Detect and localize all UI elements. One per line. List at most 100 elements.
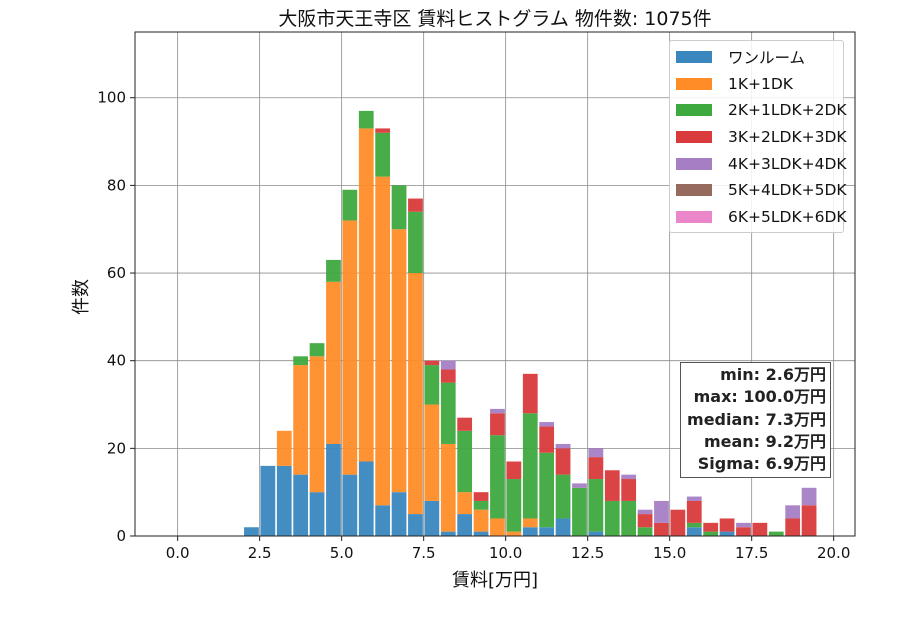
stat-max: max: 100.0万円 [693,387,826,407]
bar-segment-series-2 [358,110,374,129]
y-tick-label: 80 [107,176,126,194]
legend-label: ワンルーム [728,49,806,68]
bar-segment-series-4 [555,443,571,449]
bar-segment-series-1 [440,443,456,532]
bar-segment-series-2 [424,365,440,405]
bar-segment-series-4 [637,509,653,515]
legend-label: 6K+5LDK+6DK [728,207,847,226]
bar-segment-series-1 [506,531,522,536]
x-tick-label: 5.0 [330,544,354,562]
legend-item: 6K+5LDK+6DK [670,204,847,231]
bar-segment-series-1 [522,518,538,528]
bar-segment-series-2 [473,500,489,510]
plot-frame [134,31,856,537]
bar-segment-series-0 [391,492,407,536]
bar-segment-series-1 [490,518,505,536]
x-tick-label: 15.0 [653,544,686,562]
legend-label: 4K+3LDK+4DK [728,154,847,173]
bar-segment-series-4 [539,422,555,427]
bar-segment-series-4 [686,496,702,501]
x-tick-label: 12.5 [571,544,604,562]
bar-segment-series-0 [326,443,341,536]
bar-segment-series-3 [752,522,768,536]
bar-segment-series-1 [358,128,374,462]
bar-segment-series-4 [736,522,751,528]
x-tick-label: 2.5 [248,544,272,562]
bar-segment-series-4 [588,448,604,458]
bar-segment-series-1 [473,509,489,532]
legend-swatch [676,51,712,64]
x-tick-label: 0.0 [166,544,190,562]
bar-segment-series-4 [621,474,637,480]
y-tick-label: 20 [107,439,126,457]
x-tick-label: 17.5 [735,544,768,562]
bar-segment-series-3 [637,514,653,528]
bar-segment-series-4 [490,408,505,414]
bar-segment-series-0 [408,514,423,536]
bar-segment-series-1 [293,365,309,475]
bar-segment-series-0 [440,531,456,536]
bar-segment-series-3 [801,505,817,536]
bar-segment-series-2 [293,356,309,366]
bar-segment-series-0 [260,465,276,536]
bar-segment-series-2 [506,479,522,532]
bar-segment-series-0 [588,531,604,536]
legend-item: 4K+3LDK+4DK [670,150,847,177]
x-tick-label: 7.5 [412,544,436,562]
bar-segment-series-1 [424,404,440,501]
bar-segment-series-0 [375,505,391,536]
bar-segment-series-2 [326,259,341,282]
bar-segment-series-2 [604,500,620,536]
bar-segment-series-3 [686,500,702,523]
bar-segment-series-4 [440,360,456,370]
x-axis-label: 賃料[万円] [451,570,539,591]
bar-segment-series-2 [539,452,555,528]
bar-segment-series-3 [522,373,538,414]
bar-segment-series-3 [490,413,505,436]
bar-segment-series-2 [440,382,456,444]
bar-segment-series-3 [473,492,489,501]
bar-segment-series-0 [244,527,259,536]
stats-annotation: min: 2.6万円 max: 100.0万円 median: 7.3万円 me… [680,362,831,479]
legend-swatch [676,157,712,170]
legend: ワンルーム 1K+1DK 2K+1LDK+2DK 3K+2LDK+3DK 4K+3LDK… [669,40,847,234]
bar-segment-series-3 [719,518,735,532]
bar-segment-series-0 [473,531,489,536]
bar-segment-series-4 [801,487,817,506]
bar-segment-series-3 [539,426,555,453]
bar-segment-series-3 [785,518,801,536]
bar-segment-series-3 [621,479,637,501]
bar-segment-series-2 [768,531,784,536]
bar-segment-series-2 [391,185,407,230]
bar-segment-series-3 [670,509,686,536]
stat-min: min: 2.6万円 [720,365,826,384]
bar-segment-series-3 [506,461,522,480]
bar-segment-series-3 [588,457,604,480]
bar-segment-series-2 [490,435,505,519]
x-tick-label: 20.0 [817,544,850,562]
bar-segment-series-0 [309,492,325,536]
legend-swatch [676,104,712,117]
y-tick-label: 40 [107,352,126,370]
chart-title: 大阪市天王寺区 賃料ヒストグラム 物件数: 1075件 [278,8,712,30]
bar-segment-series-3 [375,128,391,133]
bar-segment-series-3 [703,522,719,532]
bar-segment-series-2 [703,531,719,536]
legend-swatch [676,131,712,144]
bar-segment-series-4 [572,483,587,488]
bar-segment-series-0 [522,527,538,536]
legend-label: 1K+1DK [728,74,793,93]
bar-segment-series-3 [604,470,620,501]
legend-label: 5K+4LDK+5DK [728,181,847,200]
bar-segment-series-3 [555,448,571,475]
legend-item: ワンルーム [670,44,843,71]
bar-segment-series-0 [424,500,440,536]
bar-segment-series-1 [408,273,423,515]
bar-segment-series-4 [785,505,801,519]
bar-segment-series-0 [293,474,309,536]
y-axis-label: 件数 [71,279,92,315]
bar-segment-series-0 [555,518,571,536]
bar-segment-series-2 [555,474,571,519]
bar-segment-series-3 [654,522,669,536]
bar-segment-series-2 [342,189,358,221]
